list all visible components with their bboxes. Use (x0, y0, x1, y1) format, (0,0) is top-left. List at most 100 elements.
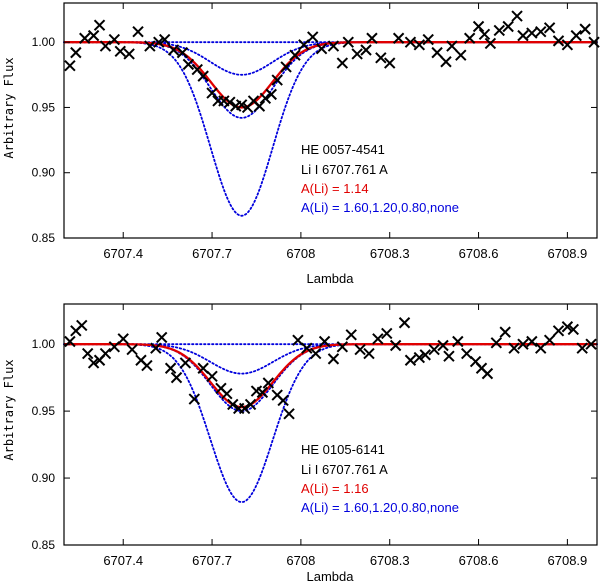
observed-point (224, 96, 236, 108)
x-tick-label: 6707.4 (103, 553, 143, 568)
observed-point (235, 99, 248, 111)
synth-curve-a-li-1-60 (63, 343, 598, 504)
observed-point (472, 20, 485, 33)
best-fit-curve (64, 41, 597, 109)
observed-point (499, 326, 511, 338)
observed-point (307, 31, 319, 43)
y-tick-label: 0.90 (32, 471, 56, 485)
observed-point (375, 52, 387, 64)
observed-point (182, 58, 195, 71)
observed-point (81, 347, 94, 360)
observed-point (170, 371, 183, 384)
observed-point (392, 32, 405, 44)
synth-curve-a-li-1-20 (63, 343, 598, 413)
observed-point (87, 29, 100, 42)
y-tick-label: 0.85 (32, 231, 56, 245)
observed-point (404, 36, 417, 48)
observed-point (440, 56, 452, 68)
observed-point (398, 317, 411, 329)
observed-point (117, 333, 129, 345)
x-tick-label: 6708.9 (548, 246, 588, 261)
observed-point (561, 39, 574, 51)
observed-point (579, 23, 591, 35)
observed-point (197, 70, 209, 82)
observed-point (363, 347, 375, 360)
observed-point (283, 408, 295, 420)
observed-point (64, 335, 76, 348)
observed-point (164, 362, 177, 374)
observed-point (404, 354, 417, 366)
observed-points-layer (64, 10, 600, 114)
observed-point (289, 49, 301, 61)
y-tick-label: 1.00 (32, 337, 56, 351)
observed-point (535, 26, 547, 38)
observed-point (452, 335, 464, 348)
observed-point (336, 57, 349, 69)
observed-point (463, 32, 476, 44)
observed-point (150, 342, 162, 354)
observed-point (419, 349, 431, 361)
observed-point (99, 40, 112, 52)
observed-point (93, 19, 106, 31)
observed-point (108, 341, 121, 353)
observed-point (70, 46, 82, 59)
line-id-label: Li I 6707.761 A (301, 162, 388, 177)
star-name-label: HE 0057-4541 (301, 142, 385, 157)
y-tick-label: 1.00 (32, 35, 56, 49)
observed-point (342, 36, 354, 48)
observed-point (238, 402, 251, 415)
x-tick-label: 6708 (286, 553, 315, 568)
x-tick-label: 6708.3 (370, 246, 410, 261)
observed-point (153, 36, 165, 48)
observed-point (481, 367, 494, 380)
observed-point (567, 323, 580, 336)
observed-point (292, 334, 304, 346)
observed-point (132, 26, 144, 38)
observed-point (389, 339, 402, 352)
observed-point (422, 33, 434, 46)
plot-frame (63, 2, 598, 239)
observed-point (381, 327, 393, 340)
observed-point (126, 343, 138, 356)
line-id-label: Li I 6707.761 A (301, 462, 388, 477)
synth-curve-a-li-1-20 (63, 41, 598, 119)
observed-point (156, 331, 168, 344)
observed-point (327, 40, 340, 52)
observed-point (570, 29, 582, 42)
observed-point (327, 353, 340, 365)
tick-layer: 6707.4 6707.7 6708 6708.3 6708.6 6708.9 0.85 0.… (32, 304, 597, 568)
best-fit-label: A(Li) = 1.16 (301, 481, 369, 496)
observed-point (490, 337, 503, 349)
observed-point (552, 35, 565, 47)
observed-point (309, 347, 322, 360)
best-fit-label: A(Li) = 1.14 (301, 181, 369, 196)
observed-point (188, 393, 200, 405)
plot-frame (63, 303, 598, 546)
observed-point (197, 362, 209, 374)
x-tick-label: 6708.3 (370, 553, 410, 568)
x-axis-label: Lambda (307, 271, 355, 286)
observed-point (366, 32, 378, 44)
observed-point (253, 100, 266, 112)
observed-point (526, 335, 538, 348)
observed-point (141, 359, 153, 372)
observed-point (384, 57, 396, 69)
observed-point (437, 339, 449, 352)
observed-point (484, 37, 497, 50)
tick-layer: 6707.4 6707.7 6708 6708.3 6708.6 6708.9 0.85 0.… (32, 3, 597, 261)
observed-point (428, 343, 440, 356)
observed-point (167, 44, 180, 56)
observed-point (517, 29, 529, 42)
observed-point (372, 333, 384, 345)
x-tick-label: 6708.9 (548, 553, 588, 568)
observed-points-layer (64, 317, 597, 420)
observed-point (176, 46, 189, 59)
synth-grid-label: A(Li) = 1.60,1.20,0.80,none (301, 500, 459, 515)
x-tick-label: 6707.7 (192, 246, 232, 261)
y-tick-label: 0.95 (32, 100, 56, 114)
best-fit-curve (64, 343, 597, 409)
observed-point (493, 24, 505, 37)
observed-point (298, 39, 310, 51)
observed-point (543, 334, 556, 346)
observed-point (256, 386, 269, 399)
